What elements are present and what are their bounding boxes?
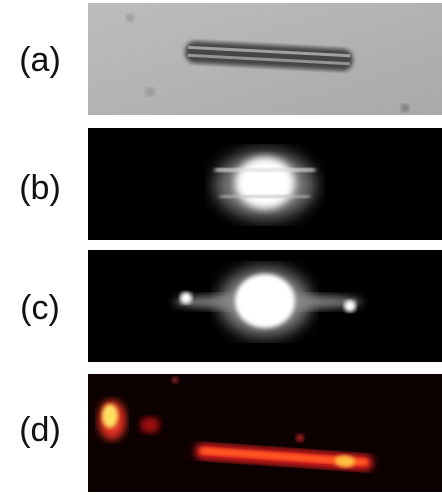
panel-label: (d) [19,411,61,449]
panel-label: (b) [19,169,61,207]
panel-c-image [88,250,442,362]
panel-label: (c) [20,289,60,327]
panel-label: (a) [19,41,61,79]
panel-b-image [88,128,442,240]
panel-a-image [88,3,442,115]
panel-d-image [88,374,442,492]
